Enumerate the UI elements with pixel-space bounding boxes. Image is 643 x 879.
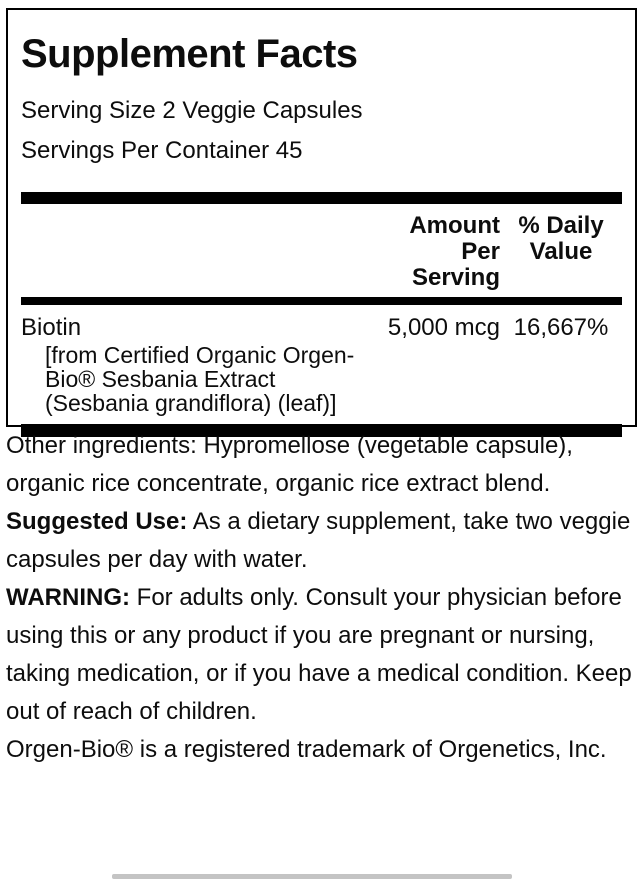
column-header-daily-value: % Daily Value bbox=[500, 213, 622, 291]
nutrient-detail-line: (Sesbania grandiflora) (leaf)] bbox=[45, 390, 337, 416]
servings-per-container-text: Servings Per Container 45 bbox=[21, 137, 303, 164]
table-row: Biotin 5,000 mcg 16,667% bbox=[21, 315, 622, 341]
nutrient-name: Biotin bbox=[21, 314, 82, 341]
warning-label: WARNING: bbox=[6, 584, 130, 611]
nutrient-detail-line: Bio® Sesbania Extract bbox=[45, 366, 276, 392]
column-header-amount-line2: Per Serving bbox=[411, 238, 500, 291]
warning-text: For adults only. Consult your physician … bbox=[6, 584, 632, 725]
suggested-use-label: Suggested Use: bbox=[6, 508, 188, 535]
table-header-row: Amount Per Serving % Daily Value bbox=[21, 213, 622, 291]
supplement-facts-panel: Supplement Facts Serving Size 2 Veggie C… bbox=[6, 8, 637, 437]
suggested-use-text: As a dietary supplement, take two veggie… bbox=[6, 508, 631, 573]
other-ingredients-paragraph: Other ingredients: Hypromellose (vegetab… bbox=[6, 432, 573, 497]
nutrient-source-details: [from Certified Organic Orgen- Bio® Sesb… bbox=[45, 343, 622, 415]
column-header-amount-line1: Amount bbox=[409, 212, 500, 239]
panel-title: Supplement Facts bbox=[21, 32, 358, 76]
serving-size-text: Serving Size 2 Veggie Capsules bbox=[21, 97, 363, 124]
clipped-text-artifact bbox=[112, 874, 512, 879]
nutrient-daily-value: 16,667% bbox=[513, 314, 609, 341]
column-header-dv-line2: Value bbox=[529, 238, 593, 265]
column-header-amount: Amount Per Serving bbox=[382, 213, 500, 291]
divider-bar-bottom bbox=[21, 424, 622, 437]
column-header-dv-line1: % Daily bbox=[518, 212, 604, 239]
nutrient-detail-line: [from Certified Organic Orgen- bbox=[45, 342, 355, 368]
trademark-line: Orgen-Bio® is a registered trademark of … bbox=[6, 736, 607, 763]
warning-paragraph: WARNING: For adults only. Consult your p… bbox=[6, 579, 636, 731]
divider-bar-header bbox=[21, 297, 622, 305]
suggested-use-paragraph: Suggested Use: As a dietary supplement, … bbox=[6, 503, 636, 579]
nutrient-amount: 5,000 mcg bbox=[387, 314, 500, 341]
divider-bar-top bbox=[21, 192, 622, 204]
header-spacer bbox=[21, 213, 382, 291]
label-text-sections: Other ingredients: Hypromellose (vegetab… bbox=[6, 427, 636, 769]
